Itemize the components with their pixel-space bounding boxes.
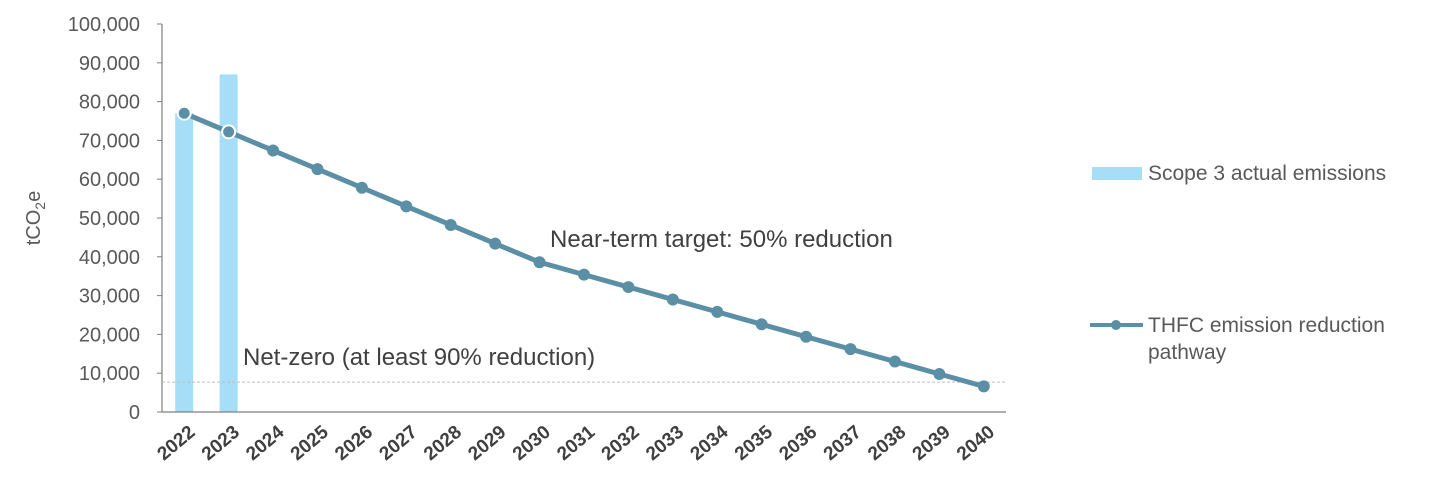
x-tick-label: 2039 [909,422,955,465]
y-tick-label: 40,000 [79,247,140,269]
y-tick-label: 50,000 [79,208,140,230]
y-tick-label: 60,000 [79,169,140,191]
legend-bar-swatch [1092,167,1142,180]
x-axis: 2022202320242025202620272028202920302031… [154,411,1006,465]
pathway-point-2026 [355,181,368,194]
x-tick-label: 2031 [553,421,599,465]
bar-2022 [175,113,194,413]
y-tick-label: 70,000 [79,130,140,152]
pathway-point-2035 [755,318,768,331]
y-tick-label: 80,000 [79,92,140,114]
y-tick-label: 20,000 [79,324,140,346]
x-tick-label: 2022 [154,422,200,465]
x-tick-label: 2038 [864,422,910,465]
pathway-point-2039 [933,367,946,380]
bar-series [175,74,238,413]
x-tick-label: 2033 [642,422,688,465]
pathway-point-2034 [711,305,724,318]
pathway-point-2040 [977,380,990,393]
x-tick-label: 2036 [775,422,821,465]
y-tick-label: 30,000 [79,286,140,308]
x-tick-label: 2027 [376,422,422,465]
pathway-point-2032 [622,281,635,294]
legend-bar-label: Scope 3 actual emissions [1148,162,1386,185]
pathway-point-2029 [489,237,502,250]
pathway-point-2037 [844,343,857,356]
y-tick-label: 0 [129,402,140,424]
x-tick-label: 2034 [687,421,733,465]
legend-line-label: THFC emission reduction pathway [1148,314,1391,364]
x-tick-label: 2032 [598,422,644,465]
near-term-annotation: Near-term target: 50% reduction [550,226,893,253]
y-axis-label: tCO2e [23,191,48,245]
y-axis: 0 10,000 20,000 30,000 40,000 50,000 60,000 70,… [68,14,163,424]
bar-2023 [219,74,238,412]
legend-line-label-1: THFC emission reduction [1148,314,1385,337]
x-tick-label: 2030 [509,422,555,465]
x-tick-label: 2029 [464,422,510,465]
pathway-point-2024 [267,144,280,157]
x-tick-label: 2024 [242,421,288,465]
pathway-point-2027 [400,200,413,213]
pathway-point-2030 [533,256,546,269]
y-tick-label: 10,000 [79,363,140,385]
pathway-point-2038 [888,355,901,368]
legend-line-marker [1111,320,1121,330]
pathway-point-2033 [666,293,679,306]
pathway-point-2031 [578,268,590,281]
net-zero-annotation: Net-zero (at least 90% reduction) [243,344,595,371]
line-series [176,105,990,393]
y-axis-label-main: tCO [23,210,45,246]
x-tick-label: 2040 [953,422,999,465]
y-tick-label: 100,000 [68,14,140,36]
x-tick-label: 2026 [331,422,377,465]
pathway-point-2028 [444,218,457,231]
pathway-point-2025 [311,163,324,176]
y-axis-label-suffix: e [23,191,45,202]
x-tick-label: 2028 [420,422,466,465]
x-tick-label: 2035 [731,421,777,465]
legend: Scope 3 actual emissions THFC emission r… [1090,162,1391,364]
pathway-point-2036 [800,330,813,343]
x-tick-label: 2023 [198,422,244,465]
x-tick-label: 2037 [820,422,866,465]
y-axis-label-sub: 2 [32,202,48,210]
x-tick-label: 2025 [287,421,333,465]
y-tick-label: 90,000 [79,53,140,75]
pathway-point-2022 [176,105,192,121]
pathway-point-2023 [221,124,237,140]
legend-line-label-2: pathway [1148,341,1227,364]
